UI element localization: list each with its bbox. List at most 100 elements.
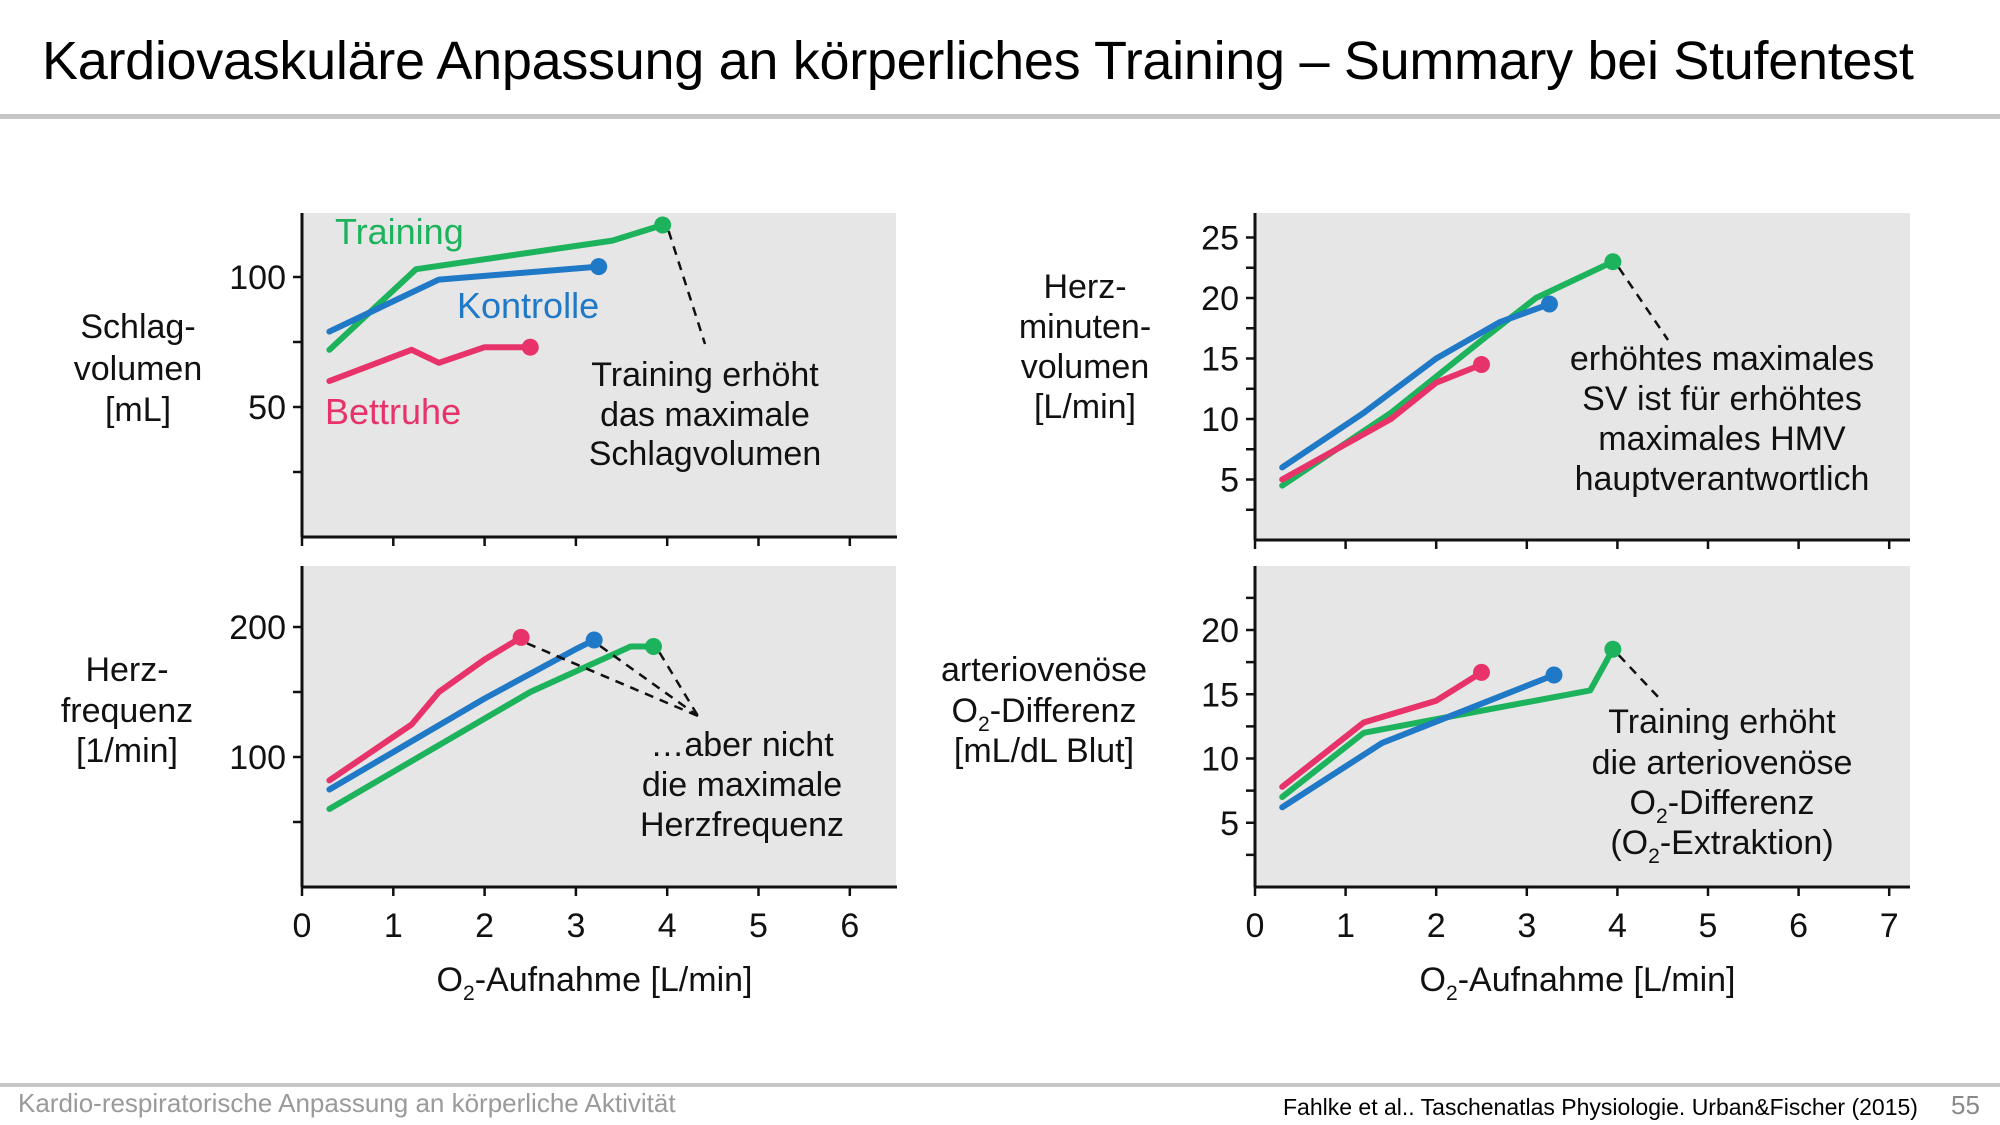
series-endpoint-kontrolle (1545, 666, 1563, 684)
figure-charts: 50100Schlag-volumen[mL]TrainingKontrolle… (61, 211, 1910, 1005)
x-tick-label: 3 (566, 907, 585, 945)
series-line-bettruhe (326, 344, 534, 384)
series-line-bettruhe (1279, 361, 1485, 483)
slide-title: Kardiovaskuläre Anpassung an körperliche… (42, 31, 1914, 91)
plot-background (1255, 213, 1910, 540)
series-line-bettruhe (1279, 669, 1485, 790)
y-axis-label-line: frequenz (61, 692, 193, 730)
y-tick-label: 100 (229, 259, 286, 297)
series-endpoint-training (654, 216, 672, 234)
y-axis-label-line: [1/min] (76, 732, 178, 770)
y-axis-label-line: [mL/dL Blut] (954, 732, 1134, 770)
series-endpoint-training (1604, 253, 1622, 271)
y-tick-label: 5 (1220, 462, 1239, 500)
chart-panel-3: 0 1 2 3 4 5 6 100 200 Herz-frequenz[1/min] O2​-Auf… (61, 566, 897, 1005)
annotation-text-line: …aber nicht (650, 726, 834, 764)
series-endpoint-training (1604, 640, 1622, 658)
y-axis-label-line: minuten- (1019, 308, 1151, 346)
series-label-bettruhe: Bettruhe (325, 391, 461, 432)
x-tick-label: 5 (1699, 907, 1718, 945)
x-tick-label: 0 (1246, 907, 1265, 945)
series-line-bettruhe (326, 634, 525, 784)
annotation-text-line: die maximale (642, 766, 842, 804)
y-axis-label-line: Herz- (85, 651, 168, 689)
y-tick-label: 10 (1201, 401, 1239, 439)
series-line-kontrolle (1279, 301, 1553, 471)
series-line-kontrolle (1279, 672, 1557, 811)
y-tick-label: 25 (1201, 220, 1239, 258)
chart-panel-1: 50 100 Schlag-volumen[mL] Training Kontrolle… (74, 211, 897, 546)
annotation-text-line: hauptverantwortlich (1575, 460, 1870, 498)
title-divider (0, 114, 2000, 119)
y-tick-label: 10 (1201, 741, 1239, 779)
x-tick-label: 6 (1789, 907, 1808, 945)
y-axis-label-line: Herz- (1043, 268, 1126, 306)
annotation-leader (1617, 654, 1661, 700)
y-tick-label: 15 (1201, 341, 1239, 379)
annotation-text-line: Herzfrequenz (640, 806, 844, 844)
y-tick-label: 100 (229, 739, 286, 777)
annotation-text-line: O2​-Differenz (1630, 784, 1815, 828)
series-endpoint-kontrolle (1540, 295, 1558, 313)
series-line-training (326, 643, 657, 812)
series-line-training (1279, 646, 1616, 800)
x-tick-label: 0 (293, 907, 312, 945)
series-endpoint-bettruhe (512, 628, 530, 646)
y-axis-label-line: arteriovenöse (941, 651, 1147, 689)
series-endpoint-bettruhe (1473, 356, 1490, 374)
footer-divider (0, 1083, 2000, 1087)
x-tick-label: 6 (840, 907, 859, 945)
annotation-text-line: Schlagvolumen (589, 435, 821, 473)
y-axis-label-line: Schlag- (80, 308, 195, 346)
x-tick-label: 2 (1427, 907, 1446, 945)
page-number: 55 (1951, 1090, 1980, 1120)
annotation-leader (667, 230, 707, 345)
chart-panel-2: 5 10 15 20 25 Herz-minuten-volumen[L/min] erhö… (1019, 213, 1910, 549)
series-label-kontrolle: Kontrolle (457, 285, 599, 326)
x-tick-label: 4 (658, 907, 677, 945)
y-tick-label: 50 (248, 389, 286, 427)
x-axis-label: O2​-Aufnahme [L/min] (437, 961, 753, 1005)
annotation-text-line: SV ist für erhöhtes (1582, 380, 1862, 418)
series-line-kontrolle (326, 637, 598, 793)
y-tick-label: 5 (1220, 805, 1239, 843)
x-tick-label: 4 (1608, 907, 1627, 945)
annotation-leader (599, 644, 699, 718)
series-endpoint-bettruhe (521, 338, 539, 356)
footer-topic: Kardio-respiratorische Anpassung an körp… (18, 1088, 676, 1118)
annotation-text-line: Training erhöht (591, 356, 819, 394)
annotation-text-line: (O2​-Extraktion) (1610, 824, 1833, 868)
series-endpoint-training (645, 638, 663, 655)
y-axis-label-line: [mL] (105, 391, 171, 429)
x-tick-label: 1 (384, 907, 403, 945)
series-endpoint-kontrolle (585, 631, 603, 649)
plot-background (1255, 566, 1910, 887)
x-tick-label: 7 (1880, 907, 1899, 945)
x-axis-label: O2​-Aufnahme [L/min] (1420, 961, 1736, 1005)
annotation-leader (1617, 266, 1670, 341)
plot-background (302, 566, 896, 887)
annotation-text-line: maximales HMV (1598, 420, 1846, 458)
x-tick-label: 1 (1336, 907, 1355, 945)
series-endpoint-kontrolle (590, 258, 608, 276)
annotation-text-line: das maximale (600, 396, 810, 434)
annotation-text-line: die arteriovenöse (1592, 744, 1853, 782)
annotation-leader (658, 651, 700, 717)
y-axis-label-line: [L/min] (1034, 388, 1136, 426)
annotation-text-line: Training erhöht (1608, 703, 1836, 741)
series-line-kontrolle (326, 263, 602, 335)
series-label-training: Training (335, 211, 464, 252)
y-tick-label: 20 (1201, 280, 1239, 318)
chart-panel-4: 0 1 2 3 4 5 6 7 5 10 15 20 arteriovenöse O2​-Differen… (941, 566, 1910, 1005)
y-axis-label-line: volumen (1021, 348, 1150, 386)
x-tick-label: 2 (475, 907, 494, 945)
x-tick-label: 5 (749, 907, 768, 945)
y-tick-label: 200 (229, 609, 286, 647)
y-axis-label-line: volumen (74, 350, 203, 388)
source-citation: Fahlke et al.. Taschenatlas Physiologie.… (1283, 1094, 1918, 1120)
series-endpoint-bettruhe (1473, 663, 1490, 681)
x-tick-label: 3 (1517, 907, 1536, 945)
y-tick-label: 20 (1201, 612, 1239, 650)
annotation-text-line: erhöhtes maximales (1570, 340, 1874, 378)
y-tick-label: 15 (1201, 676, 1239, 714)
